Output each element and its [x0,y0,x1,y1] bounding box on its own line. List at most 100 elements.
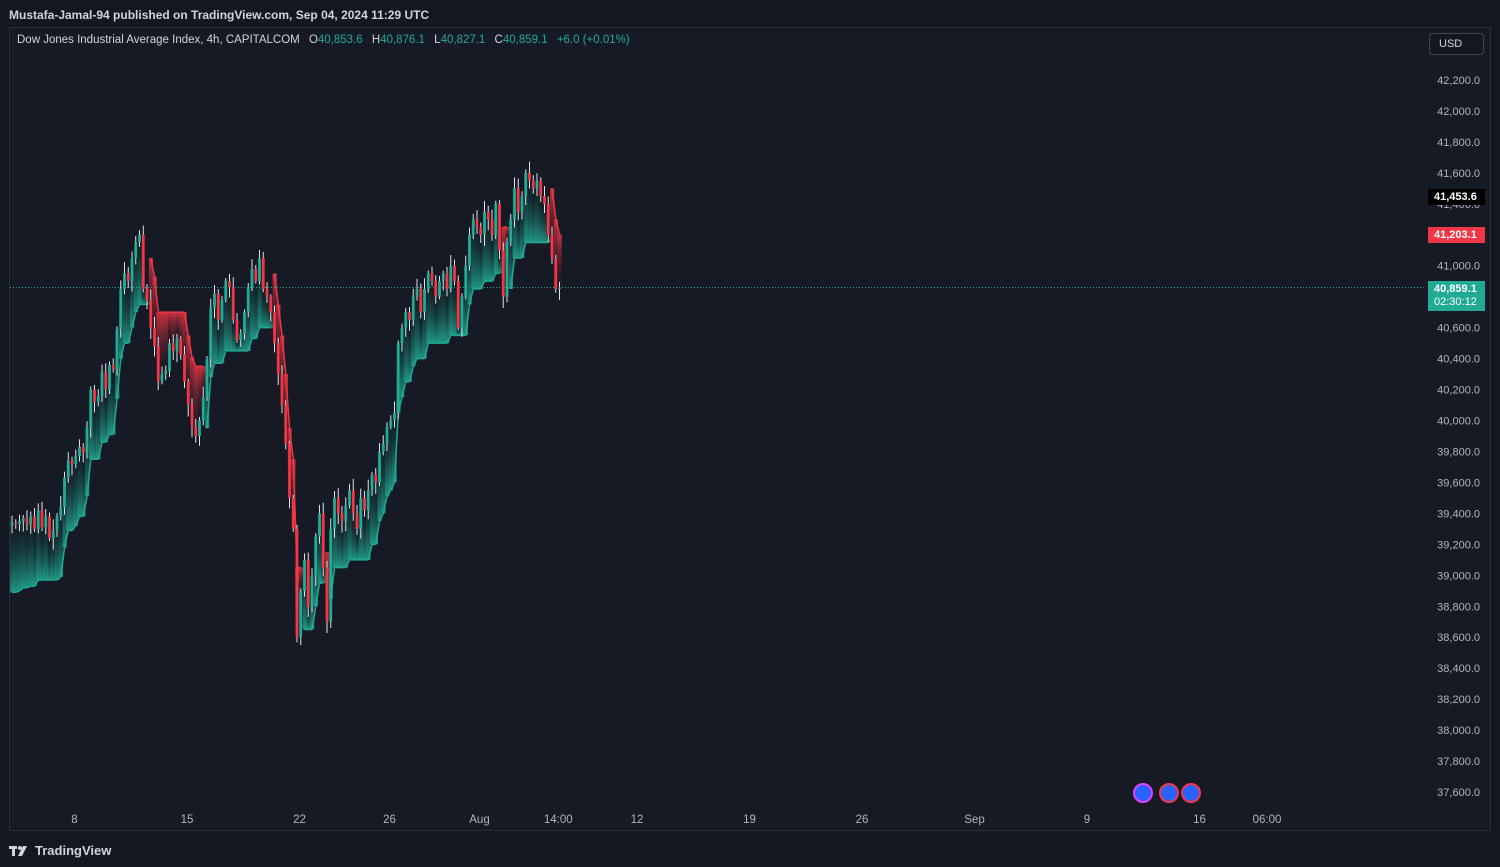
candle-body [303,559,306,591]
trail-stop-fill [291,459,296,529]
candle-body [59,507,63,517]
candle-body [115,329,119,370]
trail-stop-fill [486,219,491,282]
trail-stop-line [97,442,103,460]
candle-body [194,426,198,436]
trail-stop-fill [351,513,356,560]
trail-stop-fill [257,258,262,328]
candle-body [246,287,250,313]
candle-body [179,338,183,354]
trail-stop-fill [70,463,75,531]
trail-stop-line [273,273,279,305]
trail-stop-fill [317,513,322,584]
trail-stop-line [281,335,287,375]
trail-stop-fill [137,234,142,305]
candle-body [310,575,314,607]
trail-stop-line [408,366,414,383]
trail-stop-fill [362,510,367,560]
trail-stop-line [71,525,77,531]
candle-body [374,474,378,483]
candle-body [393,412,396,421]
trail-stop-line [378,513,384,522]
candle-body [426,273,430,289]
trail-stop-line [367,544,373,561]
trail-stop-fill [152,276,157,347]
x-tick-label: 26 [383,814,396,826]
close-value: 40,859.1 [502,34,548,46]
trail-stop-line [127,327,133,344]
candle-body [438,281,441,297]
trail-stop-line [135,304,141,313]
trail-stop-line [390,482,396,491]
trail-stop-fill [261,288,266,328]
candles [10,161,561,646]
trail-stop-fill [557,234,562,288]
event-flag-icon[interactable] [1133,783,1153,803]
trail-stop-fill [167,312,172,344]
trail-stop-line [521,242,527,259]
trail-stop-line [75,516,81,527]
candle-body [55,516,59,531]
candle-body [235,319,239,341]
candle-body [340,513,344,522]
candle-body [370,474,374,491]
candle-body [134,242,138,258]
trail-stop-fill [306,606,311,630]
y-tick-label: 41,000.0 [1437,261,1480,273]
trail-stop-fill [51,530,56,580]
candle-body [318,513,321,537]
trail-stop-fill [531,188,536,243]
tradingview-logo[interactable]: TradingView [9,843,111,858]
publish-header: Mustafa-Jamal-94 published on TradingVie… [0,0,1500,28]
candle-body [44,516,48,528]
trail-stop-line [15,590,20,594]
candle-body [276,343,280,375]
event-flag-icon[interactable] [1181,783,1201,803]
trail-stop-fill [216,319,221,364]
candle-body [359,497,363,529]
trail-stop-line [63,530,69,548]
trail-stop-fill [347,490,352,560]
trail-stop-fill [452,281,457,336]
trail-stop-fill [66,460,71,531]
candle-body [198,420,201,436]
candle-body [74,456,78,464]
y-tick-label: 37,800.0 [1437,756,1480,768]
trail-stop-fill [482,211,487,282]
trail-stop-fill [340,521,345,568]
trail-stop-line [277,304,283,336]
trail-stop-fill [553,219,559,289]
trail-stop-fill [17,521,22,591]
candle-body [385,426,389,444]
candle-body [228,281,231,288]
candle-body [336,497,340,514]
trail-stop-fill [246,287,251,351]
candle-body [453,265,456,282]
event-flag-icon[interactable] [1159,783,1179,803]
trail-stop-line [210,363,216,378]
trail-stop-line [206,377,212,429]
trail-stop-fill [497,250,502,274]
trail-stop-line [187,335,193,358]
candle-body [130,258,134,282]
candle-body [400,327,404,344]
candle-body [558,287,561,289]
currency-button[interactable]: USD [1429,33,1484,55]
y-tick-label: 38,000.0 [1437,725,1480,737]
trail-stop-line [56,576,62,581]
candle-body [111,364,115,370]
trail-stop-fill [223,281,229,351]
trail-stop-fill [253,281,259,339]
candle-body [51,530,55,539]
candle-body [243,312,246,334]
candle-body [171,343,175,351]
trail-stop-line [468,288,474,305]
trail-stop-fill [73,456,79,526]
low-value: 40,827.1 [440,34,486,46]
x-tick-label: 15 [181,814,194,826]
y-tick-label: 39,200.0 [1437,539,1480,551]
candle-body [119,288,123,330]
trail-stop-fill [403,312,409,382]
trail-stop-line [82,496,88,517]
